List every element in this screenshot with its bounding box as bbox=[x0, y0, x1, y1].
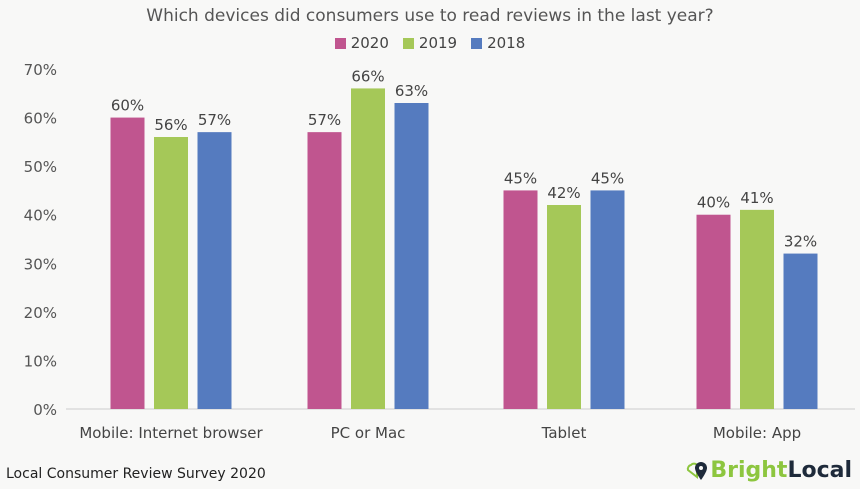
y-tick-label: 20% bbox=[24, 304, 57, 322]
bar-2020 bbox=[696, 214, 731, 409]
data-label: 41% bbox=[740, 189, 773, 207]
data-label: 56% bbox=[154, 116, 187, 134]
data-label: 57% bbox=[198, 111, 231, 129]
logo-text-bright: Bright bbox=[710, 458, 788, 483]
bar-2020 bbox=[503, 190, 538, 409]
legend-label: 2020 bbox=[350, 34, 389, 52]
x-tick-label: Mobile: Internet browser bbox=[79, 424, 263, 442]
chart-title: Which devices did consumers use to read … bbox=[146, 6, 714, 26]
legend-swatch bbox=[334, 37, 346, 49]
x-tick-label: Mobile: App bbox=[713, 424, 801, 442]
bar-2018 bbox=[197, 132, 232, 409]
data-label: 45% bbox=[591, 169, 624, 187]
y-tick-label: 70% bbox=[24, 61, 57, 79]
data-label: 32% bbox=[784, 233, 817, 251]
data-label: 45% bbox=[504, 169, 537, 187]
legend-label: 2018 bbox=[487, 34, 526, 52]
bar-2020 bbox=[110, 117, 145, 410]
y-tick-label: 0% bbox=[33, 401, 57, 419]
bar-2018 bbox=[394, 103, 429, 409]
bar-2018 bbox=[590, 190, 625, 409]
data-label: 57% bbox=[308, 111, 341, 129]
y-tick-label: 10% bbox=[24, 352, 57, 370]
pin-heart-icon bbox=[687, 461, 708, 480]
legend-item: 2020 bbox=[334, 34, 389, 52]
footer-source: Local Consumer Review Survey 2020 bbox=[6, 466, 266, 482]
legend-item: 2018 bbox=[471, 34, 525, 52]
brightlocal-logo: Bright Local bbox=[684, 458, 852, 483]
y-tick-label: 30% bbox=[24, 255, 57, 273]
data-label: 60% bbox=[111, 97, 144, 115]
y-tick-label: 50% bbox=[24, 158, 57, 176]
legend: 2020 2019 2018 bbox=[0, 34, 860, 52]
data-label: 66% bbox=[351, 67, 384, 85]
legend-swatch bbox=[402, 37, 414, 49]
y-tick-label: 60% bbox=[24, 110, 57, 128]
data-label: 42% bbox=[547, 184, 580, 202]
bar-2019 bbox=[547, 205, 581, 409]
x-tick-label: PC or Mac bbox=[331, 424, 406, 442]
bar-2018 bbox=[783, 253, 818, 409]
legend-label: 2019 bbox=[418, 34, 458, 52]
data-label: 63% bbox=[395, 82, 428, 100]
logo-text-local: Local bbox=[787, 458, 852, 483]
bar-2019 bbox=[740, 209, 774, 409]
bar-2020 bbox=[307, 132, 342, 409]
legend-item: 2019 bbox=[402, 34, 458, 52]
data-label: 40% bbox=[697, 194, 730, 212]
legend-swatch bbox=[471, 37, 483, 49]
x-tick-label: Tablet bbox=[541, 424, 587, 442]
bar-2019 bbox=[154, 137, 188, 409]
y-tick-label: 40% bbox=[24, 207, 57, 225]
bar-2019 bbox=[351, 88, 385, 409]
